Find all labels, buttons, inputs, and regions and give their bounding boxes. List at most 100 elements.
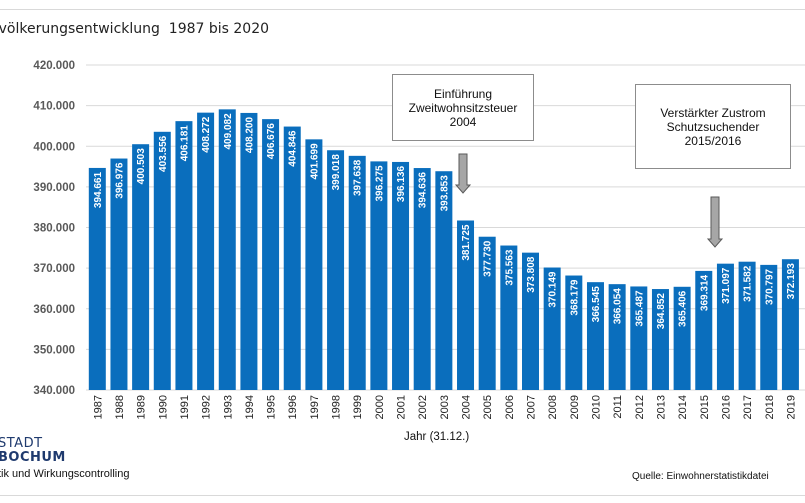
y-tick-label: 370.000 xyxy=(33,263,75,275)
bar-2006 xyxy=(500,245,518,390)
data-label: 404.846 xyxy=(288,130,299,167)
bar-1991 xyxy=(175,121,193,391)
bar-2014 xyxy=(673,286,691,390)
x-tick-label: 2006 xyxy=(504,395,516,419)
bar-2018 xyxy=(760,264,778,390)
x-tick-label: 2001 xyxy=(396,395,408,419)
data-label: 406.181 xyxy=(179,125,190,162)
x-tick-label: 2014 xyxy=(677,395,689,419)
annotation-line: Zweitwohnsitzsteuer xyxy=(408,100,518,115)
bar-2007 xyxy=(522,252,539,390)
bar-1997 xyxy=(305,139,323,390)
data-label: 377.730 xyxy=(483,240,494,277)
data-label: 366.545 xyxy=(591,286,602,323)
bar-2010 xyxy=(586,282,604,390)
data-label: 365.406 xyxy=(678,290,689,327)
x-tick-label: 2005 xyxy=(482,395,494,419)
y-tick-label: 350.000 xyxy=(33,344,75,356)
bar-1996 xyxy=(283,126,301,391)
y-tick-label: 420.000 xyxy=(33,60,75,72)
source-text: Quelle: Einwohnerstatistikdatei xyxy=(632,471,769,482)
data-label: 370.149 xyxy=(548,271,559,308)
bar-1987 xyxy=(88,167,106,390)
x-tick-label: 2013 xyxy=(655,395,667,419)
data-label: 365.487 xyxy=(634,290,645,327)
data-label: 393.853 xyxy=(439,175,450,212)
top-divider xyxy=(0,9,805,10)
logo-line1: STADT xyxy=(0,436,43,451)
annotation-schutzsuchende: Verstärkter Zustrom Schutzsuchender 2015… xyxy=(635,84,791,169)
bar-2013 xyxy=(651,289,669,390)
data-label: 371.097 xyxy=(721,267,732,304)
data-label: 381.725 xyxy=(461,224,472,261)
bar-2016 xyxy=(716,263,734,390)
x-tick-label: 1987 xyxy=(92,395,104,419)
data-label: 370.797 xyxy=(764,268,775,305)
bar-2012 xyxy=(630,286,648,390)
x-tick-label: 2019 xyxy=(785,395,797,419)
x-tick-label: 1998 xyxy=(331,395,343,419)
data-label: 371.582 xyxy=(743,265,754,302)
y-tick-label: 410.000 xyxy=(33,101,75,113)
data-label: 401.699 xyxy=(309,143,320,180)
arrow-2004-icon xyxy=(454,153,472,194)
x-tick-label: 1992 xyxy=(201,395,213,419)
annotation-arrows xyxy=(454,153,724,248)
data-label: 409.082 xyxy=(223,113,234,150)
x-tick-label: 1988 xyxy=(114,395,126,419)
annotation-line: Verstärkter Zustrom xyxy=(660,105,766,120)
data-label: 408.200 xyxy=(244,117,255,154)
bar-2019 xyxy=(781,259,799,390)
data-label: 373.808 xyxy=(526,256,537,293)
bar-2005 xyxy=(478,236,496,390)
data-label: 396.275 xyxy=(374,165,385,202)
bar-1994 xyxy=(240,112,258,390)
annotation-line: Einführung xyxy=(433,86,493,101)
data-label: 408.272 xyxy=(201,116,212,153)
bar-2008 xyxy=(543,267,561,390)
bar-1993 xyxy=(218,109,236,391)
y-tick-label: 340.000 xyxy=(33,385,75,397)
x-tick-label: 2004 xyxy=(461,395,473,419)
department-text: tik und Wirkungscontrolling xyxy=(0,468,130,480)
x-tick-label: 2012 xyxy=(634,395,646,419)
annotation-line: 2015/2016 xyxy=(684,133,742,148)
arrow-2016-icon xyxy=(706,196,724,248)
stadt-bochum-logo: STADT BOCHUM xyxy=(0,437,66,465)
data-label: 366.054 xyxy=(613,288,624,325)
y-tick-label: 390.000 xyxy=(33,182,75,194)
data-label: 375.563 xyxy=(504,249,515,286)
bar-2002 xyxy=(413,168,431,390)
x-tick-label: 2000 xyxy=(374,395,386,419)
x-tick-label: 2017 xyxy=(742,395,754,419)
bar-1989 xyxy=(132,144,150,390)
y-tick-label: 380.000 xyxy=(33,223,75,235)
data-label: 394.661 xyxy=(93,172,104,209)
data-label: 399.018 xyxy=(331,154,342,191)
bar-2011 xyxy=(608,284,626,390)
bar-2017 xyxy=(738,261,756,390)
bar-2001 xyxy=(392,161,410,390)
data-label: 403.556 xyxy=(158,135,169,172)
x-tick-label: 2015 xyxy=(699,395,711,419)
bar-2015 xyxy=(695,270,713,390)
x-tick-label: 1997 xyxy=(309,395,321,419)
bar-2003 xyxy=(435,171,453,390)
data-label: 396.136 xyxy=(396,166,407,203)
x-tick-label: 1989 xyxy=(136,395,148,419)
x-tick-label: 1994 xyxy=(244,395,256,419)
x-axis-label: Jahr (31.12.) xyxy=(404,431,470,443)
x-tick-label: 1999 xyxy=(352,395,364,419)
y-tick-label: 400.000 xyxy=(33,141,75,153)
annotation-zweitwohnsitzsteuer: Einführung Zweitwohnsitzsteuer 2004 xyxy=(392,74,534,141)
data-label: 400.503 xyxy=(136,148,147,185)
x-tick-label: 1995 xyxy=(266,395,278,419)
x-tick-label: 2009 xyxy=(569,395,581,419)
bar-2009 xyxy=(565,275,583,390)
x-axis-ticks: 1987 1988 1989 1990 1991 1992 1993 1994 1995 1996… xyxy=(92,395,797,419)
bar-2004 xyxy=(457,220,475,390)
bottom-divider xyxy=(0,495,805,496)
bar-1995 xyxy=(262,119,280,390)
annotation-line: 2004 xyxy=(449,114,477,129)
